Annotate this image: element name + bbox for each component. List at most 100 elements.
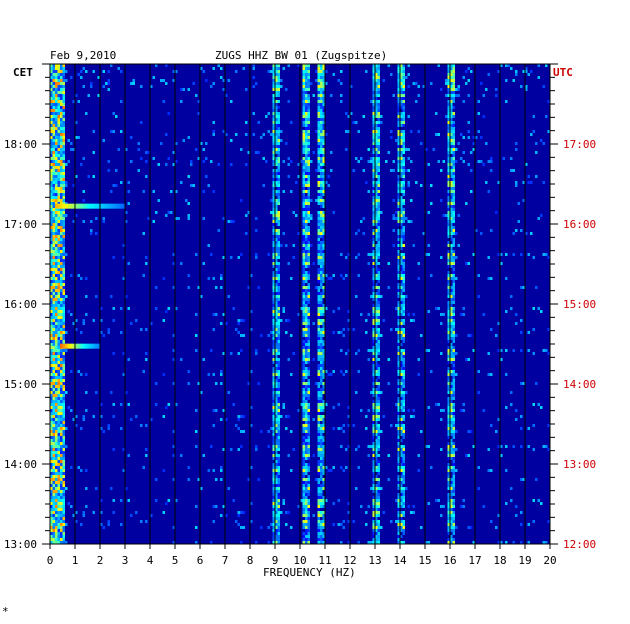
heatmap-cell: [320, 511, 323, 514]
heatmap-cell: [287, 358, 290, 361]
heatmap-cell: [277, 463, 280, 466]
heatmap-cell: [345, 112, 348, 115]
heatmap-cell: [70, 76, 73, 79]
heatmap-cell: [277, 280, 280, 283]
heatmap-cell: [400, 304, 403, 307]
heatmap-cell: [307, 64, 310, 67]
heatmap-cell: [372, 91, 375, 94]
heatmap-cell: [187, 175, 190, 178]
heatmap-cell: [537, 307, 540, 310]
heatmap-cell: [307, 388, 310, 391]
heatmap-cell: [257, 151, 260, 154]
heatmap-cell: [375, 115, 378, 118]
heatmap-cell: [302, 352, 305, 355]
heatmap-cell: [305, 535, 308, 538]
heatmap-cell: [447, 148, 450, 151]
heatmap-cell: [285, 511, 288, 514]
heatmap-cell: [275, 193, 278, 196]
heatmap-cell: [372, 400, 375, 403]
heatmap-cell: [325, 499, 328, 502]
heatmap-cell: [387, 262, 390, 265]
heatmap-cell: [375, 106, 378, 109]
heatmap-cell: [372, 148, 375, 151]
x-tick-label: 13: [368, 554, 381, 567]
heatmap-cell: [305, 133, 308, 136]
heatmap-cell: [357, 253, 360, 256]
heatmap-cell: [60, 112, 63, 115]
heatmap-cell: [322, 175, 325, 178]
heatmap-cell: [320, 532, 323, 535]
heatmap-cell: [62, 514, 65, 517]
heatmap-cell: [275, 217, 278, 220]
heatmap-cell: [50, 523, 53, 526]
heatmap-cell: [120, 70, 123, 73]
heatmap-cell: [57, 259, 60, 262]
heatmap-cell: [55, 253, 58, 256]
heatmap-cell: [57, 184, 60, 187]
heatmap-cell: [380, 487, 383, 490]
heatmap-cell: [320, 139, 323, 142]
heatmap-cell: [62, 277, 65, 280]
heatmap-cell: [57, 508, 60, 511]
heatmap-cell: [242, 67, 245, 70]
heatmap-cell: [52, 94, 55, 97]
heatmap-cell: [320, 142, 323, 145]
heatmap-cell: [155, 307, 158, 310]
heatmap-cell: [447, 532, 450, 535]
heatmap-cell: [452, 532, 455, 535]
heatmap-cell: [375, 397, 378, 400]
heatmap-cell: [60, 487, 63, 490]
heatmap-cell: [460, 313, 463, 316]
heatmap-cell: [347, 328, 350, 331]
heatmap-cell: [452, 169, 455, 172]
heatmap-cell: [377, 349, 380, 352]
heatmap-cell: [55, 112, 58, 115]
heatmap-cell: [62, 400, 65, 403]
heatmap-cell: [50, 364, 53, 367]
heatmap-cell: [397, 79, 400, 82]
heatmap-cell: [272, 163, 275, 166]
heatmap-cell: [370, 253, 373, 256]
heatmap-cell: [60, 412, 63, 415]
heatmap-cell: [272, 400, 275, 403]
heatmap-cell: [450, 247, 453, 250]
heatmap-cell: [397, 436, 400, 439]
heatmap-cell: [320, 319, 323, 322]
heatmap-cell: [307, 358, 310, 361]
heatmap-cell: [387, 286, 390, 289]
heatmap-cell: [447, 85, 450, 88]
heatmap-cell: [397, 166, 400, 169]
heatmap-cell: [55, 295, 58, 298]
heatmap-cell: [515, 409, 518, 412]
heatmap-cell: [402, 469, 405, 472]
heatmap-cell: [397, 478, 400, 481]
heatmap-cell: [55, 223, 58, 226]
heatmap-cell: [55, 445, 58, 448]
heatmap-cell: [307, 133, 310, 136]
heatmap-cell: [317, 64, 320, 67]
heatmap-cell: [322, 253, 325, 256]
heatmap-cell: [50, 409, 53, 412]
heatmap-cell: [402, 307, 405, 310]
heatmap-cell: [340, 70, 343, 73]
heatmap-cell: [62, 73, 65, 76]
heatmap-cell: [60, 115, 63, 118]
heatmap-cell: [427, 211, 430, 214]
heatmap-cell: [227, 79, 230, 82]
heatmap-cell: [320, 124, 323, 127]
heatmap-cell: [372, 178, 375, 181]
heatmap-cell: [305, 214, 308, 217]
heatmap-cell: [357, 370, 360, 373]
heatmap-cell: [62, 91, 65, 94]
heatmap-cell: [272, 250, 275, 253]
heatmap-cell: [317, 511, 320, 514]
heatmap-cell: [540, 406, 543, 409]
heatmap-cell: [50, 385, 53, 388]
heatmap-cell: [275, 427, 278, 430]
heatmap-cell: [232, 220, 235, 223]
heatmap-cell: [307, 520, 310, 523]
heatmap-cell: [402, 79, 405, 82]
heatmap-cell: [397, 289, 400, 292]
heatmap-cell: [400, 454, 403, 457]
heatmap-cell: [62, 244, 65, 247]
